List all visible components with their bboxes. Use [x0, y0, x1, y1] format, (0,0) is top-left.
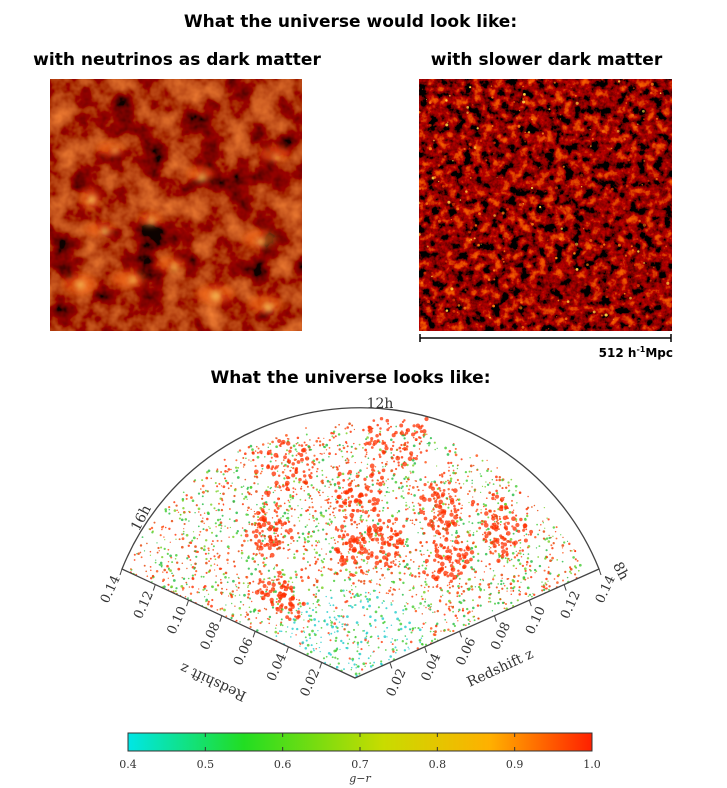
observed-universe-title: What the universe looks like:	[210, 368, 491, 388]
colorbar-tick-label: 1.0	[583, 758, 601, 771]
colorbar-tick-label: 0.9	[506, 758, 523, 771]
colorbar-label: g−r	[349, 772, 371, 785]
right-axis-tick-label: 0.04	[419, 651, 445, 684]
galaxy-redshift-survey-wedge: 12h 16h 8h 0.14 0.12 0.10 0.08 0.06 0.04 0.02 …	[98, 396, 632, 704]
left-axis-tick-label: 0.10	[165, 604, 191, 637]
left-axis-tick-label: 0.08	[198, 620, 224, 653]
right-axis-tick-label: 0.10	[523, 604, 549, 637]
left-axis-tick-label: 0.04	[264, 651, 290, 684]
color-index-colorbar: 0.4 0.5 0.6 0.7 0.8 0.9 1.0 g−r	[119, 732, 601, 785]
left-axis-tick-label: 0.12	[131, 589, 157, 622]
cold-dark-matter-simulation-image	[419, 79, 672, 331]
cold-dark-matter-panel-title: with slower dark matter	[430, 50, 663, 70]
right-axis-tick-label: 0.02	[384, 667, 410, 700]
colorbar-tick-label: 0.6	[274, 758, 292, 771]
ra-label-8h: 8h	[609, 559, 632, 582]
right-axis-tick-label: 0.08	[488, 620, 514, 653]
left-axis-tick-label: 0.06	[231, 636, 257, 669]
right-axis-tick-label: 0.14	[593, 573, 619, 606]
colorbar-tick-label: 0.4	[119, 758, 137, 771]
colorbar-tick-label: 0.7	[351, 758, 369, 771]
left-axis-tick-label: 0.14	[98, 573, 124, 606]
right-axis-tick-label: 0.12	[558, 589, 584, 622]
left-axis-tick-label: 0.02	[298, 667, 324, 700]
ra-label-12h: 12h	[367, 396, 394, 412]
colorbar-tick-label: 0.8	[429, 758, 447, 771]
right-axis-tick-label: 0.06	[454, 636, 480, 669]
main-title: What the universe would look like:	[183, 12, 518, 32]
neutrino-simulation-image	[50, 79, 302, 331]
colorbar-tick-label: 0.5	[197, 758, 215, 771]
neutrino-panel-title: with neutrinos as dark matter	[33, 50, 321, 70]
scale-bar	[419, 334, 672, 342]
scale-bar-label: 512 h-1Mpc	[598, 345, 673, 360]
